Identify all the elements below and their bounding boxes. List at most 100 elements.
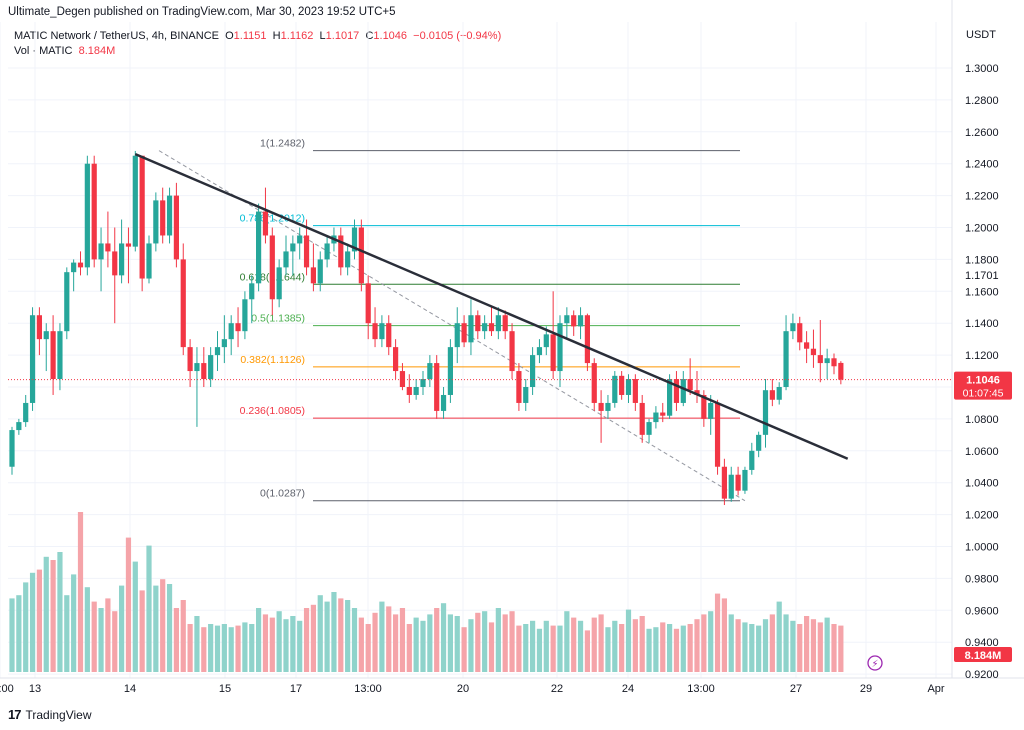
candle-body	[454, 323, 460, 348]
volume-bar	[687, 624, 693, 672]
volume-bar	[701, 614, 707, 672]
symbol-legend: MATIC Network / TetherUS, 4h, BINANCE O1…	[14, 30, 501, 42]
volume-bar	[57, 552, 63, 672]
volume-bar	[838, 625, 844, 672]
candle-body	[701, 394, 707, 419]
volume-label[interactable]: Vol · MATIC	[14, 45, 73, 57]
candle-body	[29, 315, 36, 403]
volume-bars	[9, 512, 844, 672]
candle-body	[721, 466, 727, 499]
volume-bar	[372, 612, 378, 672]
volume-bar	[64, 595, 70, 672]
high-label: H	[272, 30, 281, 42]
candle-body	[214, 347, 221, 356]
candle-body	[762, 390, 769, 435]
x-tick-label: 13	[29, 683, 41, 695]
attribution: Ultimate_Degen published on TradingView.…	[8, 6, 396, 18]
volume-bar	[187, 624, 193, 672]
volume-bar	[365, 624, 371, 672]
x-tick-label: 13:00	[0, 683, 14, 695]
candle-body	[502, 315, 508, 332]
candle-body	[797, 323, 803, 343]
candle-body	[71, 262, 77, 273]
currency-label[interactable]: USDT	[966, 29, 996, 41]
volume-bar	[427, 614, 433, 672]
volume-bar	[139, 590, 145, 672]
candle-body	[160, 200, 166, 236]
candle-body	[482, 323, 488, 332]
volume-bar	[660, 622, 666, 672]
candle-body	[420, 379, 426, 387]
volume-bar	[482, 611, 488, 672]
volume-bar	[276, 611, 282, 672]
volume-bar	[673, 628, 680, 672]
y-tick-label: 1.0000	[965, 542, 999, 554]
volume-legend: Vol · MATIC 8.184M	[14, 45, 115, 57]
candle-body	[358, 227, 364, 284]
tradingview-logo-icon[interactable]: 17	[8, 707, 22, 722]
candle-body	[146, 243, 152, 279]
volume-bar	[577, 620, 584, 672]
volume-bar	[29, 572, 36, 672]
candle-body	[228, 323, 234, 340]
volume-bar	[584, 630, 590, 672]
candle-body	[530, 355, 536, 387]
candle-body	[256, 211, 262, 284]
candle-body	[550, 334, 556, 372]
candle-body	[516, 371, 522, 403]
candle-body	[475, 315, 481, 332]
fib-level-label: 0.786(1.2012)	[240, 213, 305, 225]
x-tick-label: 24	[622, 683, 634, 695]
candle-body	[783, 331, 789, 387]
low-value: 1.1017	[325, 30, 360, 42]
symbol-name[interactable]: MATIC Network / TetherUS, 4h, BINANCE	[14, 30, 219, 42]
y-tick-label: 1.2800	[965, 95, 999, 107]
volume-bar	[536, 628, 543, 672]
volume-bar	[112, 611, 118, 672]
candle-body	[208, 355, 214, 380]
candle-body	[591, 363, 597, 403]
y-tick-label: 1.2600	[965, 127, 999, 139]
volume-bar	[646, 628, 652, 672]
candle-body	[714, 402, 721, 467]
volume-bar	[242, 622, 248, 672]
volume-bar	[249, 624, 255, 672]
volume-bar	[36, 569, 42, 672]
volume-bar	[43, 556, 49, 672]
volume-bar	[98, 608, 104, 672]
volume-bar	[16, 595, 22, 672]
candle-body	[386, 323, 392, 348]
x-tick-label: Apr	[927, 683, 944, 695]
volume-bar	[530, 620, 536, 672]
volume-bar	[420, 620, 426, 672]
candlesticks	[9, 150, 844, 506]
candle-body	[735, 474, 741, 491]
candle-body	[434, 363, 440, 411]
volume-bar	[160, 579, 166, 672]
volume-bar	[454, 616, 460, 672]
candle-body	[290, 243, 296, 252]
candle-body	[749, 450, 755, 470]
volume-bar	[166, 584, 173, 672]
volume-bar	[516, 625, 522, 672]
candle-body	[269, 235, 275, 300]
volume-bar	[228, 627, 234, 672]
candle-body	[139, 155, 145, 279]
candle-body	[125, 243, 132, 247]
y-tick-label: 1.0200	[965, 510, 999, 522]
volume-bar	[605, 627, 611, 672]
y-tick-label: 1.0400	[965, 478, 999, 490]
candle-body	[673, 379, 680, 403]
volume-bar	[612, 620, 618, 672]
fib-level-label: 0.382(1.1126)	[240, 354, 305, 366]
volume-bar	[71, 574, 77, 672]
x-tick-label: 27	[790, 683, 802, 695]
y-tick-label: 0.9200	[965, 669, 999, 681]
candle-body	[43, 331, 49, 340]
candle-body	[201, 363, 207, 380]
lightning-icon	[867, 655, 883, 671]
volume-bar	[358, 617, 364, 672]
volume-bar	[393, 614, 399, 672]
close-value: 1.1046	[373, 30, 408, 42]
